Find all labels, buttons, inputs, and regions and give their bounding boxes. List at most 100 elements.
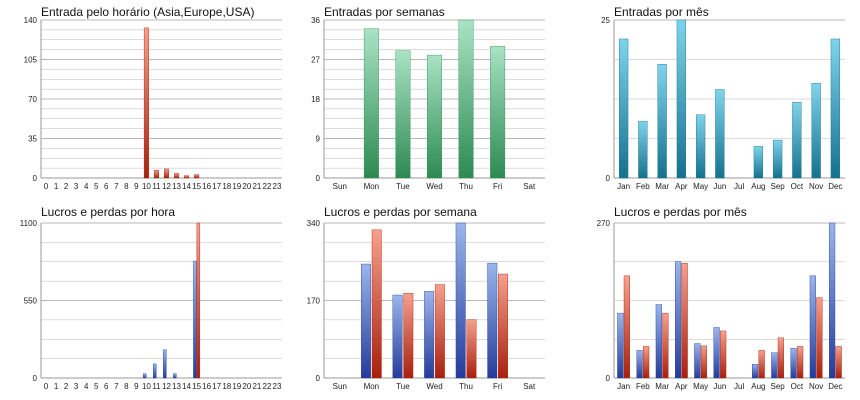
bar xyxy=(830,38,841,179)
x-tick-label: 10 xyxy=(142,382,151,391)
x-tick-label: Oct xyxy=(791,382,804,391)
x-tick-label: 11 xyxy=(152,382,161,391)
x-tick-label: 16 xyxy=(202,382,211,391)
x-tick-label: Fri xyxy=(493,382,503,391)
bar xyxy=(713,327,720,379)
x-tick-label: Nov xyxy=(809,182,823,191)
x-tick-label: Oct xyxy=(791,182,804,191)
bar xyxy=(371,229,382,379)
chart-title: Entradas por mês xyxy=(614,5,709,19)
bar xyxy=(772,139,783,179)
bar xyxy=(835,346,842,379)
bar xyxy=(675,261,682,379)
y-tick-label: 35 xyxy=(28,135,37,144)
x-tick-label: 2 xyxy=(64,382,69,391)
x-tick-label: Tue xyxy=(396,382,410,391)
bar xyxy=(498,273,508,379)
x-tick-label: 19 xyxy=(232,182,241,191)
chart-title: Lucros e perdas por hora xyxy=(41,205,176,219)
x-tick-label: Apr xyxy=(675,182,688,191)
chart-panel-weekly-profit-loss: Lucros e perdas por semana 0 170 340 Sun Mon… xyxy=(287,200,573,400)
bar xyxy=(771,352,778,379)
bar xyxy=(809,275,816,379)
x-tick-label: 7 xyxy=(114,382,119,391)
chart-title: Entrada pelo horário (Asia,Europe,USA) xyxy=(41,5,255,19)
chart-svg: 0 170 340 Sun Mon Tue Wed Thu Fri Sat xyxy=(307,219,545,391)
x-tick-label: May xyxy=(693,382,708,391)
bar xyxy=(173,373,177,379)
chart-svg: 0 270 Jan Feb Mar Apr May Jun Jul Aug Sep Oct Nov Dec xyxy=(597,219,845,391)
x-tick-label: Mar xyxy=(655,182,669,191)
bar xyxy=(466,319,477,379)
bar xyxy=(143,27,149,179)
chart-svg: 0 9 18 27 36 Sun Mon Tue Wed Thu Fri Sat xyxy=(311,16,545,191)
bar xyxy=(618,38,629,179)
y-tick-label: 170 xyxy=(307,297,321,306)
y-tick-label: 36 xyxy=(311,16,320,25)
x-tick-label: 5 xyxy=(94,182,99,191)
x-tick-label: Sat xyxy=(523,382,536,391)
y-tick-label: 27 xyxy=(311,56,320,65)
x-tick-label: Jan xyxy=(617,182,630,191)
x-tick-label: 12 xyxy=(162,182,171,191)
bar xyxy=(143,373,147,379)
bar xyxy=(458,19,474,179)
y-tick-label: 0 xyxy=(33,174,38,183)
y-tick-label: 0 xyxy=(606,174,611,183)
x-tick-label: Wed xyxy=(426,182,442,191)
x-tick-label: Fri xyxy=(493,182,503,191)
x-tick-label: Sun xyxy=(333,382,347,391)
bar xyxy=(490,46,506,179)
x-tick-label: 11 xyxy=(152,182,161,191)
bar xyxy=(777,337,784,379)
x-tick-label: Aug xyxy=(751,182,765,191)
x-tick-label: 4 xyxy=(84,382,89,391)
x-tick-label: 2 xyxy=(64,182,69,191)
bar xyxy=(184,175,190,179)
bar xyxy=(752,364,759,379)
y-tick-label: 1100 xyxy=(20,219,38,228)
x-tick-label: 5 xyxy=(94,382,99,391)
bar xyxy=(196,222,201,379)
x-tick-label: 13 xyxy=(172,382,181,391)
y-tick-label: 25 xyxy=(601,16,610,25)
x-tick-label: Mon xyxy=(364,382,380,391)
x-tick-label: 15 xyxy=(192,182,201,191)
x-tick-label: Feb xyxy=(636,382,650,391)
x-tick-label: 3 xyxy=(74,182,79,191)
y-tick-label: 0 xyxy=(606,374,611,383)
x-tick-label: 18 xyxy=(222,382,231,391)
y-tick-label: 550 xyxy=(24,297,38,306)
bar xyxy=(753,146,764,179)
bar xyxy=(623,275,630,379)
x-tick-label: 22 xyxy=(262,382,271,391)
x-tick-label: 20 xyxy=(242,182,251,191)
y-tick-label: 9 xyxy=(316,135,321,144)
x-tick-label: 17 xyxy=(212,382,221,391)
x-tick-label: 20 xyxy=(242,382,251,391)
bar xyxy=(163,349,167,379)
bar xyxy=(424,291,435,379)
x-tick-label: Thu xyxy=(459,382,473,391)
chart-title: Lucros e perdas por semana xyxy=(324,205,477,219)
bar xyxy=(829,222,836,379)
bar xyxy=(811,82,821,179)
x-tick-label: 4 xyxy=(84,182,89,191)
x-tick-label: 1 xyxy=(54,182,59,191)
y-tick-label: 18 xyxy=(311,95,320,104)
y-tick-label: 0 xyxy=(316,374,321,383)
y-tick-label: 105 xyxy=(24,56,38,65)
x-tick-label: Tue xyxy=(396,182,410,191)
bar xyxy=(720,330,727,379)
bar xyxy=(153,169,159,179)
x-tick-label: 21 xyxy=(252,182,261,191)
bar xyxy=(715,89,725,179)
bar xyxy=(153,363,157,379)
bar xyxy=(636,350,643,379)
x-tick-label: 6 xyxy=(104,382,109,391)
x-tick-label: 12 xyxy=(162,382,171,391)
chart-title: Lucros e perdas por mês xyxy=(614,205,747,219)
x-tick-label: Dec xyxy=(828,182,842,191)
